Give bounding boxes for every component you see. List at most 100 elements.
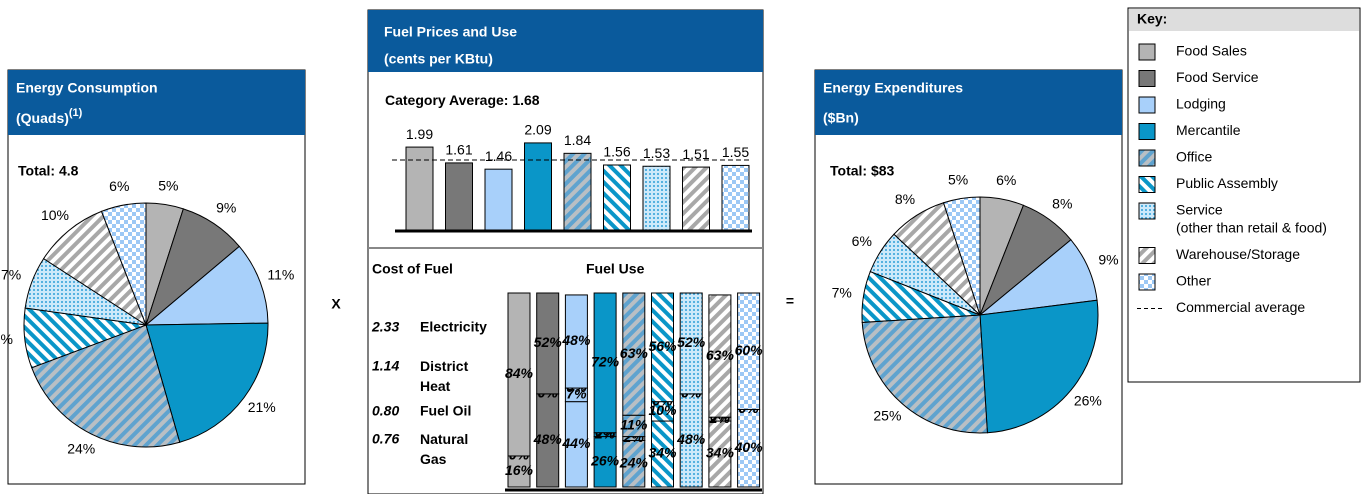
- pie-slice: [979, 299, 1099, 434]
- key-swatch: [1138, 149, 1156, 167]
- slice-label: 24%: [67, 441, 95, 457]
- operator: X: [331, 296, 341, 312]
- operator: =: [786, 293, 794, 309]
- average-value: 1.68: [512, 92, 539, 108]
- segment-label: 52%: [534, 334, 563, 350]
- panel-header: [8, 70, 305, 135]
- bar: [524, 142, 552, 231]
- pie-slice: [942, 196, 981, 316]
- stack-segment: [679, 292, 703, 395]
- fuel-cost: 0.76: [372, 431, 399, 447]
- key-swatch: [1138, 202, 1156, 220]
- section-title: Cost of Fuel: [372, 261, 453, 277]
- key-label: Public Assembly: [1176, 175, 1278, 191]
- segment-label: 63%: [706, 347, 735, 363]
- segment-label: 60%: [735, 342, 764, 358]
- slice-label: 25%: [873, 408, 901, 424]
- slice-label: 8%: [1052, 196, 1072, 212]
- total-label: Total: 4.8: [18, 163, 79, 179]
- panel-header: [815, 70, 1122, 135]
- segment-label: 16%: [505, 462, 534, 478]
- key-label: Warehouse/Storage: [1176, 246, 1300, 262]
- stack-segment: [536, 292, 560, 395]
- bar-value-label: 1.46: [485, 148, 512, 164]
- bar-value-label: 1.55: [722, 144, 749, 160]
- fuel-name: District Heat: [420, 358, 469, 394]
- chart-subtitle: ($Bn): [823, 110, 859, 126]
- pie-slice: [861, 314, 988, 434]
- segment-label: 56%: [648, 338, 677, 354]
- key-swatch: [1138, 123, 1156, 140]
- key-label: Lodging: [1176, 96, 1226, 112]
- key-swatch: [1138, 247, 1156, 264]
- bar-value-label: 1.99: [406, 126, 433, 142]
- key-title: Key:: [1137, 11, 1167, 27]
- slice-label: 21%: [248, 399, 276, 415]
- average-text: Category Average:: [385, 92, 508, 108]
- segment-label: 7%: [566, 386, 587, 402]
- key-swatch: [1138, 176, 1156, 193]
- subtitle: (Quads): [16, 110, 69, 126]
- chart-title: Fuel Prices and Use: [384, 24, 517, 40]
- segment-label: 48%: [676, 431, 706, 447]
- key-swatch: [1138, 273, 1156, 291]
- bar-value-label: 2.09: [524, 122, 551, 138]
- segment-label: 34%: [706, 445, 735, 461]
- chart-title: Energy Expenditures: [823, 80, 963, 96]
- segment-label: 26%: [590, 452, 620, 468]
- stack-segment: [593, 292, 617, 434]
- slice-label: 5%: [948, 171, 968, 187]
- bar-value-label: 1.56: [603, 144, 630, 160]
- key-label: Food Service: [1176, 69, 1259, 85]
- bar: [642, 165, 671, 231]
- key-note: (other than retail & food): [1176, 220, 1327, 236]
- slice-label: 7%: [1, 267, 21, 283]
- key-swatch: [1138, 96, 1156, 114]
- stack-segment: [622, 292, 646, 416]
- segment-label: 72%: [591, 354, 620, 370]
- pie-slice: [42, 210, 148, 327]
- stack-segment: [564, 294, 588, 389]
- segment-label: 10%: [648, 402, 677, 418]
- segment-label: 63%: [620, 345, 649, 361]
- bar-value-label: 1.61: [445, 142, 472, 158]
- bar: [484, 168, 513, 231]
- segment-label: 52%: [677, 334, 706, 350]
- fuel-name: Electricity: [420, 319, 487, 335]
- slice-label: 11%: [267, 267, 294, 283]
- key-label: Mercantile: [1176, 122, 1241, 138]
- key-swatch: [1138, 43, 1156, 61]
- stack-segment: [651, 292, 674, 403]
- average-label: Category Average: 1.68: [385, 92, 540, 108]
- stack-segment: [708, 294, 732, 418]
- segment-label: 44%: [561, 435, 591, 451]
- pie-slice: [100, 202, 147, 326]
- key-header: [1129, 9, 1359, 31]
- slice-label: 9%: [1098, 252, 1118, 268]
- bar: [682, 166, 710, 231]
- stack-segment: [507, 292, 531, 457]
- pie-slice: [31, 324, 181, 448]
- key-label: Commercial average: [1176, 299, 1305, 315]
- fuel-name: Natural Gas: [420, 431, 468, 467]
- key-label: Other: [1176, 273, 1211, 289]
- segment-label: 84%: [505, 365, 534, 381]
- slice-label: 6%: [109, 178, 129, 194]
- segment-label: 24%: [619, 454, 649, 470]
- key-label: Food Sales: [1176, 43, 1247, 59]
- fuel-cost: 1.14: [372, 358, 399, 374]
- chart-subtitle: (Quads)(1): [16, 107, 83, 126]
- slice-label: 6%: [852, 233, 872, 249]
- key-label: Service: [1176, 202, 1223, 218]
- fuel-cost: 2.33: [371, 319, 399, 335]
- bar: [405, 146, 434, 231]
- slice-label: 8%: [895, 191, 915, 207]
- bar: [721, 164, 750, 231]
- slice-label: 9%: [216, 199, 236, 215]
- key-box: [1127, 7, 1361, 383]
- bar: [563, 152, 592, 231]
- fuel-cost: 0.80: [372, 403, 399, 419]
- fuel-name-line: Gas: [420, 451, 447, 467]
- key-swatch: [1138, 70, 1156, 87]
